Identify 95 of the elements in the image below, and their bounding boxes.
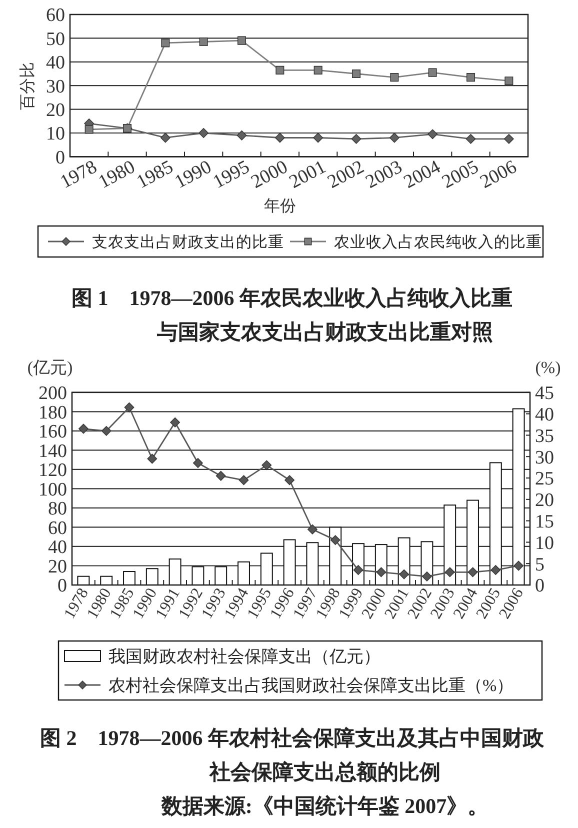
point — [313, 132, 324, 143]
y-tick-label: 180 — [38, 402, 67, 424]
point — [238, 475, 249, 486]
y2-tick-label: 15 — [535, 511, 554, 532]
y-tick-label: 50 — [46, 28, 65, 50]
bar — [283, 539, 296, 586]
y2-axis-title: (%) — [535, 358, 561, 377]
point — [262, 460, 272, 470]
point — [330, 535, 340, 546]
y-tick-label: 20 — [48, 556, 67, 578]
point — [276, 66, 284, 74]
y-axis-title: 百分比 — [18, 62, 37, 110]
legend-label: 农村社会保障支出占我国财政社会保障支出比重（%） — [108, 676, 514, 696]
point — [216, 470, 226, 481]
point — [490, 565, 501, 575]
point — [351, 134, 362, 144]
y2-tick-label: 25 — [535, 468, 554, 490]
y2-tick-label: 35 — [535, 426, 554, 447]
bar — [214, 566, 228, 586]
point — [314, 66, 322, 74]
point — [101, 426, 112, 436]
bar — [489, 462, 502, 586]
point — [389, 132, 400, 143]
bar — [329, 526, 342, 586]
point — [284, 475, 294, 486]
y-tick-label: 60 — [48, 518, 67, 539]
bar — [444, 504, 456, 586]
bar — [146, 568, 158, 586]
text: 图 2 1978—2006 年农村社会保障支出及其占中国财政社会保障支出总额的比例 — [40, 726, 545, 784]
text: 图 1 1978—2006 年农民农业收入占纯收入比重与国家支农支出占财政支出比重对照 — [72, 286, 512, 344]
y-tick-label: 80 — [48, 498, 67, 520]
y-tick-label: 30 — [46, 76, 65, 98]
point — [161, 38, 170, 48]
y-axis-title: (亿元) — [27, 358, 73, 377]
point — [504, 76, 514, 86]
point — [78, 424, 88, 434]
point — [514, 560, 524, 571]
point — [193, 458, 203, 468]
bar — [260, 552, 273, 586]
point — [466, 73, 476, 82]
y-tick-label: 140 — [38, 440, 67, 462]
point — [198, 128, 209, 138]
y-tick-label: 0 — [58, 576, 67, 597]
source-note: 数据来源:《中国统计年鉴 2007》。 — [160, 794, 489, 818]
point — [422, 571, 432, 582]
legend-label: 支农支出占财政支出的比重 — [92, 233, 284, 252]
bar — [168, 558, 182, 586]
point — [160, 132, 170, 143]
point — [236, 130, 247, 140]
point — [353, 565, 364, 575]
point — [274, 132, 285, 143]
point — [124, 402, 134, 412]
y2-tick-label: 5 — [535, 554, 544, 576]
y-tick-label: 200 — [38, 383, 67, 404]
y-tick-label: 10 — [46, 124, 65, 145]
y-tick-label: 40 — [48, 537, 67, 558]
point — [147, 454, 158, 464]
bar — [466, 500, 479, 586]
bar — [238, 561, 250, 586]
y2-tick-label: 10 — [535, 532, 554, 554]
y2-tick-label: 20 — [535, 490, 554, 512]
x-tick-label: 2006 — [476, 156, 520, 193]
y2-tick-label: 30 — [535, 447, 554, 468]
point — [352, 69, 361, 78]
y-tick-label: 160 — [38, 422, 67, 443]
legend-label: 我国财政农村社会保障支出（亿元） — [108, 647, 380, 666]
point — [504, 134, 514, 144]
bar — [512, 408, 525, 586]
bar — [398, 537, 410, 586]
y2-tick-label: 40 — [535, 404, 554, 426]
y-tick-label: 120 — [38, 460, 67, 482]
point — [444, 567, 455, 578]
y-tick-label: 60 — [46, 5, 65, 26]
bar — [192, 566, 204, 586]
point — [428, 129, 438, 140]
point — [199, 37, 208, 46]
point — [399, 569, 409, 580]
y2-tick-label: 45 — [535, 383, 554, 404]
point — [308, 524, 318, 534]
point — [170, 417, 180, 428]
point — [376, 567, 386, 578]
y-tick-label: 100 — [38, 479, 67, 500]
point — [428, 68, 437, 77]
y-tick-label: 40 — [46, 52, 65, 74]
y2-tick-label: 0 — [535, 576, 544, 597]
bar — [306, 542, 319, 586]
x-axis-title: 年份 — [264, 198, 296, 215]
point — [84, 125, 94, 134]
bar — [123, 571, 136, 586]
point — [390, 73, 399, 82]
legend-label: 农业收入占农民纯收入的比重 — [334, 233, 542, 252]
point — [468, 567, 478, 578]
y-tick-label: 20 — [46, 100, 65, 121]
point — [237, 36, 246, 45]
point — [466, 134, 476, 144]
